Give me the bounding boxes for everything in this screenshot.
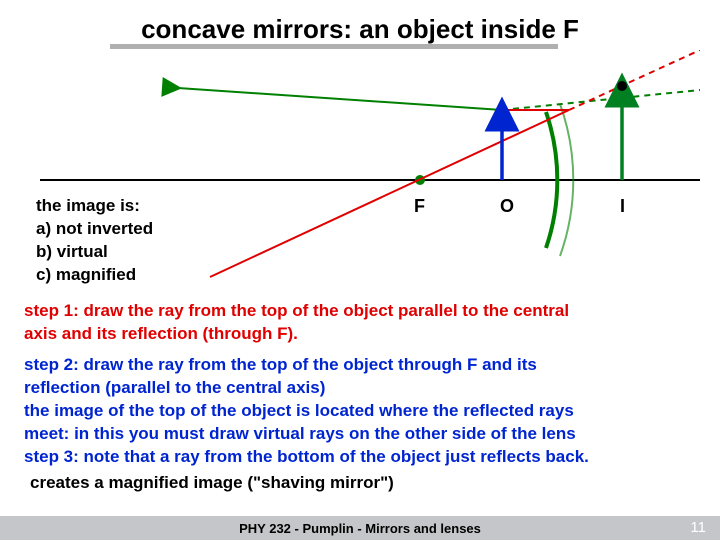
image-properties: the image is: a) not inverted b) virtual…: [36, 195, 153, 287]
image-props-b: b) virtual: [36, 241, 153, 264]
step2-line1: step 2: draw the ray from the top of the…: [24, 354, 589, 377]
creates-text: creates a magnified image ("shaving mirr…: [30, 472, 394, 495]
image-props-a: a) not inverted: [36, 218, 153, 241]
ray1-reflected: [210, 110, 569, 277]
step2-line2: reflection (parallel to the central axis…: [24, 377, 589, 400]
ray2-reflected: [178, 88, 502, 110]
step2-line3: the image of the top of the object is lo…: [24, 400, 589, 423]
step2-line5: step 3: note that a ray from the bottom …: [24, 446, 589, 469]
step-2: step 2: draw the ray from the top of the…: [24, 354, 589, 469]
image-props-heading: the image is:: [36, 195, 153, 218]
image-props-c: c) magnified: [36, 264, 153, 287]
title-underline: [110, 44, 558, 49]
step1-line2: axis and its reflection (through F).: [24, 323, 569, 346]
step2-line4: meet: in this you must draw virtual rays…: [24, 423, 589, 446]
slide-title: concave mirrors: an object inside F: [0, 14, 720, 45]
step1-line1: step 1: draw the ray from the top of the…: [24, 300, 569, 323]
footer-text: PHY 232 - Pumplin - Mirrors and lenses: [0, 521, 720, 536]
label-o: O: [500, 196, 514, 217]
page-number: 11: [690, 519, 706, 536]
ray1-virtual: [569, 50, 700, 110]
step-1: step 1: draw the ray from the top of the…: [24, 300, 569, 346]
image-top-dot: [617, 81, 627, 91]
label-i: I: [620, 196, 625, 217]
ray2-virtual: [502, 90, 700, 110]
label-f: F: [414, 196, 425, 217]
